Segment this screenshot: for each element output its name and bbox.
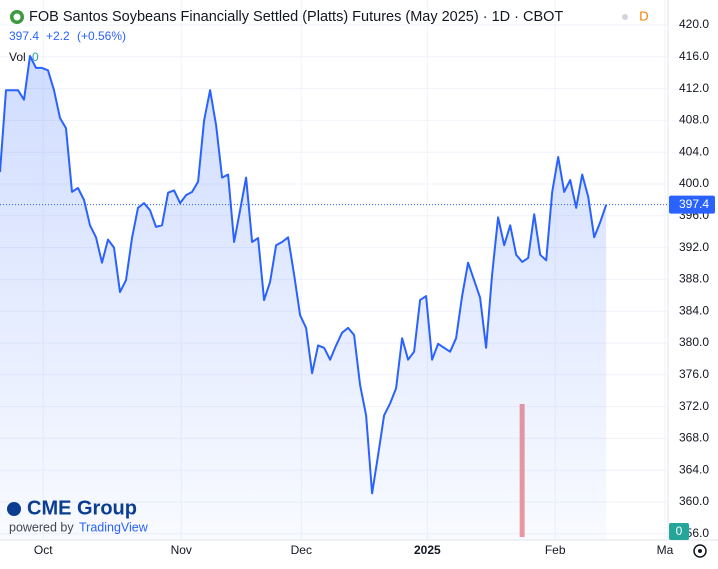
- y-tick-label: 376.0: [679, 367, 709, 381]
- price-area: [0, 56, 607, 540]
- x-tick-label: 2025: [414, 543, 441, 557]
- delay-badge: D: [639, 8, 648, 23]
- y-tick-label: 380.0: [679, 335, 709, 349]
- settings-icon[interactable]: [693, 544, 707, 558]
- y-tick-label: 400.0: [679, 176, 709, 190]
- logo: CME Group powered by TradingView: [7, 497, 149, 534]
- last-price-badge-label: 397.4: [679, 197, 709, 211]
- x-tick-label: Dec: [291, 543, 312, 557]
- y-tick-label: 364.0: [679, 462, 709, 476]
- settings-gear[interactable]: [693, 544, 707, 558]
- volume-badge-label: 0: [676, 524, 683, 538]
- volume-badge: [669, 523, 689, 540]
- y-tick-label: 392.0: [679, 240, 709, 254]
- last-price-header: 397.4: [9, 29, 39, 43]
- y-tick-label: 384.0: [679, 303, 709, 317]
- symbol-icon-inner: [13, 13, 21, 21]
- change-pct: (+0.56%): [77, 29, 126, 43]
- logo-globe: [7, 502, 21, 516]
- y-tick-label: 372.0: [679, 399, 709, 413]
- y-tick-label: 368.0: [679, 431, 709, 445]
- brand: CME Group: [27, 497, 137, 519]
- y-tick-label: 416.0: [679, 49, 709, 63]
- y-tick-label: 388.0: [679, 272, 709, 286]
- change: +2.2: [46, 29, 70, 43]
- powered-by: powered by: [9, 520, 74, 534]
- last-price-badge: [669, 195, 715, 214]
- volume-value: 0: [32, 50, 39, 64]
- y-tick-label: 360.0: [679, 494, 709, 508]
- chart-title: FOB Santos Soybeans Financially Settled …: [29, 9, 563, 25]
- x-tick-label: Feb: [545, 543, 566, 557]
- y-tick-label: 408.0: [679, 113, 709, 127]
- y-tick-label: 404.0: [679, 144, 709, 158]
- x-tick-label: Oct: [34, 543, 53, 557]
- y-tick-label: 420.0: [679, 17, 709, 31]
- x-tick-label: Ma: [657, 543, 674, 557]
- y-tick-label: 412.0: [679, 81, 709, 95]
- status-dot: [622, 14, 628, 20]
- x-tick-label: Nov: [171, 543, 192, 557]
- settings-center[interactable]: [698, 549, 702, 553]
- volume-label: Vol: [9, 50, 26, 64]
- powered-brand: TradingView: [79, 520, 149, 534]
- price-line: [0, 55, 608, 495]
